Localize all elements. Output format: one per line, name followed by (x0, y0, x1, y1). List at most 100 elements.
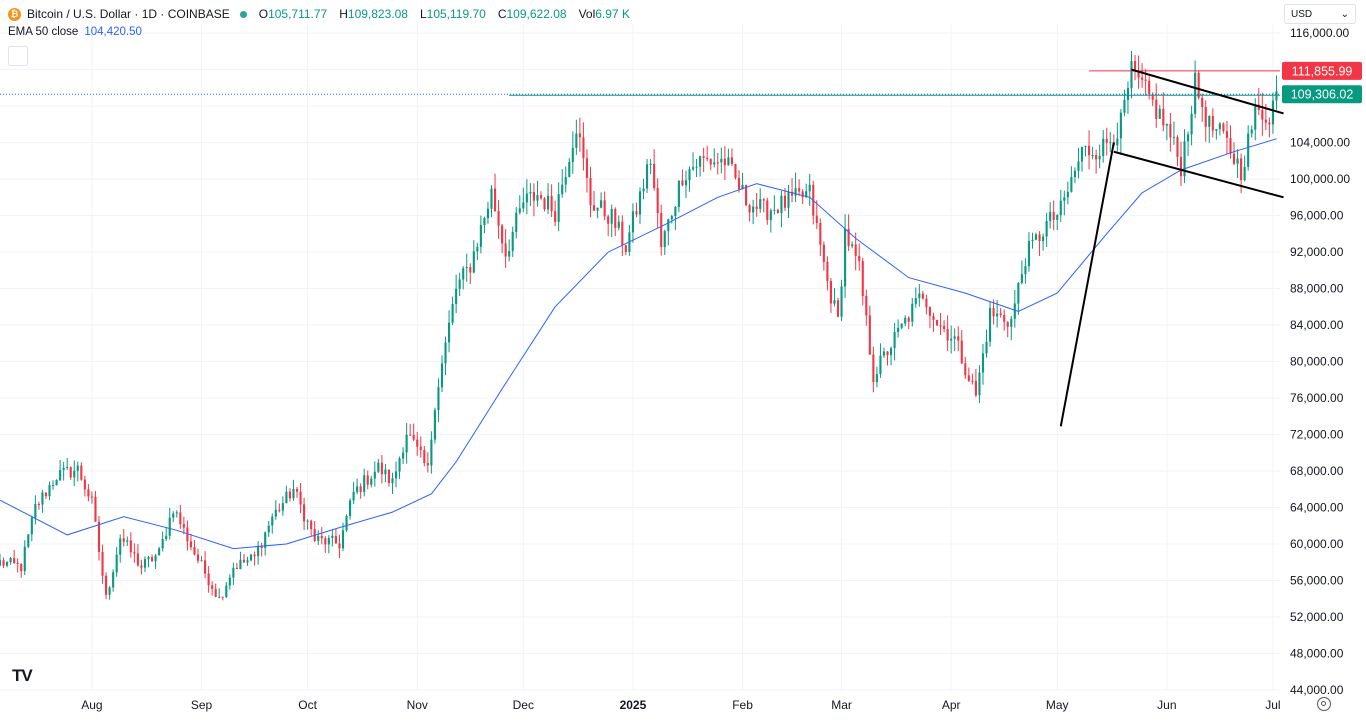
candle-body (571, 147, 574, 162)
candle-body (48, 485, 51, 497)
open-label: O (258, 7, 269, 21)
resistance-price-label: 111,855.99 (1292, 64, 1353, 78)
candle-body (646, 164, 649, 189)
y-tick-label: 68,000.00 (1290, 464, 1344, 478)
candle-body (911, 303, 914, 322)
candle-body (564, 177, 567, 185)
candle-body (660, 213, 663, 247)
candle-body (73, 470, 76, 478)
symbol-title[interactable]: Bitcoin / U.S. Dollar · 1D · COINBASE (27, 7, 230, 21)
x-tick-label: 2025 (620, 698, 647, 712)
candle-body (1017, 283, 1020, 304)
candle-body (543, 198, 546, 210)
candle-body (20, 563, 23, 572)
candle-body (119, 538, 122, 555)
candle-body (182, 524, 185, 528)
candle-body (129, 540, 132, 553)
candle-body (345, 516, 348, 531)
candle-body (1240, 158, 1243, 181)
candle-body (267, 525, 270, 533)
candle-body (699, 156, 702, 167)
ema-label[interactable]: EMA 50 close (8, 26, 79, 38)
candle-body (805, 191, 808, 198)
indicator-collapse-button[interactable] (8, 46, 28, 66)
gear-icon[interactable] (1317, 697, 1331, 711)
candle-body (1077, 161, 1080, 171)
candle-body (1080, 146, 1084, 162)
price-axis[interactable]: 116,000.00 104,000.00 100,000.00 96,000.00 9… (1290, 26, 1350, 697)
candle-body (37, 504, 40, 506)
candle-body (1158, 108, 1161, 119)
candle-body (996, 313, 999, 317)
candle-body (1126, 88, 1130, 100)
candle-body (575, 133, 578, 148)
candle-body (582, 137, 585, 159)
candle-body (886, 351, 889, 356)
candle-body (274, 509, 277, 517)
candle-body (1197, 72, 1200, 98)
candle-body (409, 434, 412, 436)
x-tick-label: Feb (732, 698, 753, 712)
candle-body (1119, 112, 1122, 139)
candle-body (370, 478, 373, 485)
candle-body (143, 559, 147, 568)
candle-body (225, 585, 228, 597)
candle-body (232, 567, 235, 578)
candle-body (1049, 211, 1052, 222)
x-tick-label: Jun (1157, 698, 1176, 712)
currency-selector[interactable]: USD ⌄ (1284, 4, 1356, 24)
candle-body (879, 355, 882, 375)
candle-body (522, 202, 525, 209)
candle-body (172, 513, 175, 518)
candle-body (41, 492, 44, 505)
candle-body (462, 268, 465, 280)
bitcoin-icon: ₿ (8, 7, 21, 21)
time-axis[interactable]: Aug Sep Oct Nov Dec 2025 Feb Mar Apr May Jun Jul (81, 698, 1280, 712)
y-tick-label: 48,000.00 (1290, 647, 1344, 661)
x-tick-label: Aug (81, 698, 102, 712)
y-tick-label: 116,000.00 (1290, 26, 1349, 40)
candle-body (638, 191, 642, 215)
y-tick-label: 104,000.00 (1290, 136, 1350, 150)
candle-body (745, 184, 748, 206)
candle-body (1201, 97, 1204, 108)
candle-body (1162, 108, 1165, 126)
candle-body (691, 167, 695, 170)
candle-body (136, 553, 139, 566)
candle-body (561, 184, 564, 195)
candle-body (1130, 61, 1133, 89)
candle-body (999, 313, 1002, 315)
candle-body (1123, 99, 1126, 113)
y-tick-label: 64,000.00 (1290, 501, 1344, 515)
candle-body (1006, 321, 1009, 327)
channel-lower-line (1113, 150, 1284, 199)
candle-body (897, 327, 900, 333)
candle-body (16, 562, 19, 564)
candle-body (1148, 80, 1151, 95)
candle-body (709, 159, 712, 165)
candle-body (603, 200, 606, 217)
candle-body (925, 298, 928, 308)
candle-body (472, 251, 475, 273)
candle-body (1268, 122, 1271, 125)
candle-body (695, 166, 698, 168)
candle-body (271, 516, 274, 526)
candle-body (101, 551, 104, 576)
candle-body (1232, 153, 1236, 164)
x-tick-label: Mar (831, 698, 852, 712)
candle-body (1116, 138, 1119, 146)
candle-body (943, 326, 946, 330)
candle-body (278, 509, 281, 511)
current-price-label-bg (1282, 85, 1362, 104)
candle-body (865, 296, 868, 316)
candle-body (416, 439, 419, 447)
candle-body (964, 363, 967, 376)
candle-body (288, 491, 292, 499)
y-tick-label: 96,000.00 (1290, 209, 1344, 223)
candle-body (861, 261, 864, 297)
candle-body (854, 244, 857, 256)
candle-body (1190, 113, 1193, 135)
candle-body (405, 434, 408, 453)
candle-body (179, 512, 182, 525)
